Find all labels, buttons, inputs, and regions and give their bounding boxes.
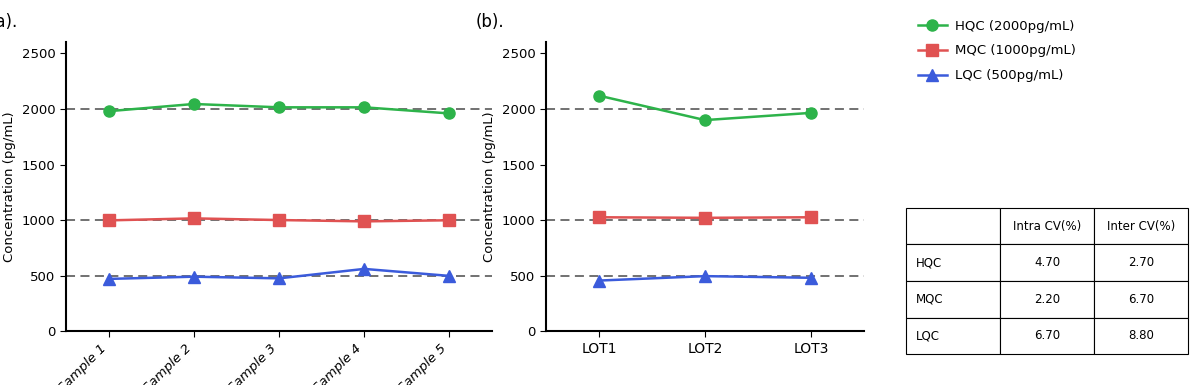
Legend: HQC (2000pg/mL), MQC (1000pg/mL), LQC (500pg/mL): HQC (2000pg/mL), MQC (1000pg/mL), LQC (5… xyxy=(912,14,1081,88)
Y-axis label: Concentration (pg/mL): Concentration (pg/mL) xyxy=(484,111,497,262)
Y-axis label: Concentration (pg/mL): Concentration (pg/mL) xyxy=(4,111,17,262)
Text: (b).: (b). xyxy=(476,13,505,31)
Text: (a).: (a). xyxy=(0,13,18,31)
